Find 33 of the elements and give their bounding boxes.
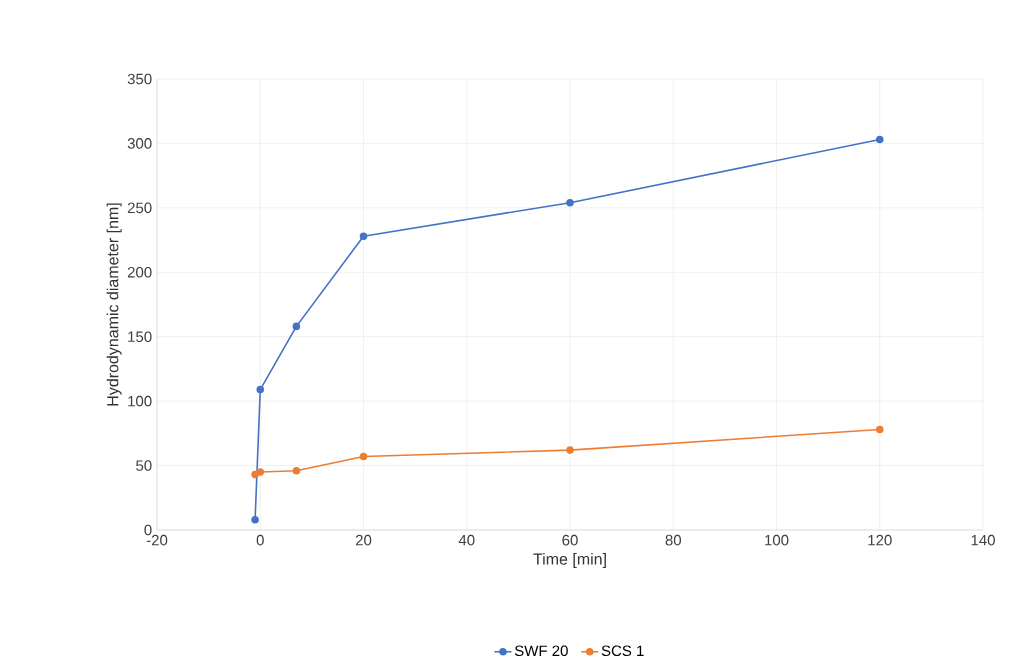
point — [256, 385, 265, 394]
point — [256, 468, 265, 476]
legend-label: SWF 20 — [514, 645, 568, 657]
y-axis-title: Hydrodynamic diameter [nm] — [106, 203, 122, 406]
y-tick-label: 150 — [128, 331, 152, 342]
x-tick-label: 120 — [868, 534, 892, 546]
point — [875, 425, 884, 434]
x-tick-label: 20 — [355, 534, 372, 546]
point — [359, 452, 368, 461]
x-tick-label: 140 — [971, 534, 995, 546]
x-tick-label: 40 — [458, 534, 475, 546]
y-tick-label: 50 — [136, 460, 152, 471]
point — [359, 232, 368, 240]
point — [566, 198, 574, 207]
y-tick-label: 0 — [144, 524, 152, 536]
legend-label: SCS 1 — [601, 645, 644, 657]
y-tick-label: 300 — [127, 138, 152, 149]
x-tick-label: -20 — [146, 534, 168, 546]
y-tick-label: 100 — [128, 395, 152, 407]
y-tick-label: 350 — [127, 73, 152, 85]
point — [292, 322, 301, 331]
point — [875, 135, 884, 144]
point — [251, 515, 259, 524]
x-tick-label: 80 — [665, 534, 682, 546]
y-tick-label: 250 — [127, 202, 152, 214]
y-tick-label: 200 — [127, 266, 152, 278]
point — [292, 466, 301, 475]
x-axis-title: Time [min] — [533, 553, 606, 568]
x-tick-label: 0 — [256, 534, 264, 546]
x-tick-label: 100 — [765, 534, 789, 546]
x-tick-label: 60 — [562, 534, 578, 546]
point — [566, 446, 574, 454]
point — [251, 470, 259, 479]
